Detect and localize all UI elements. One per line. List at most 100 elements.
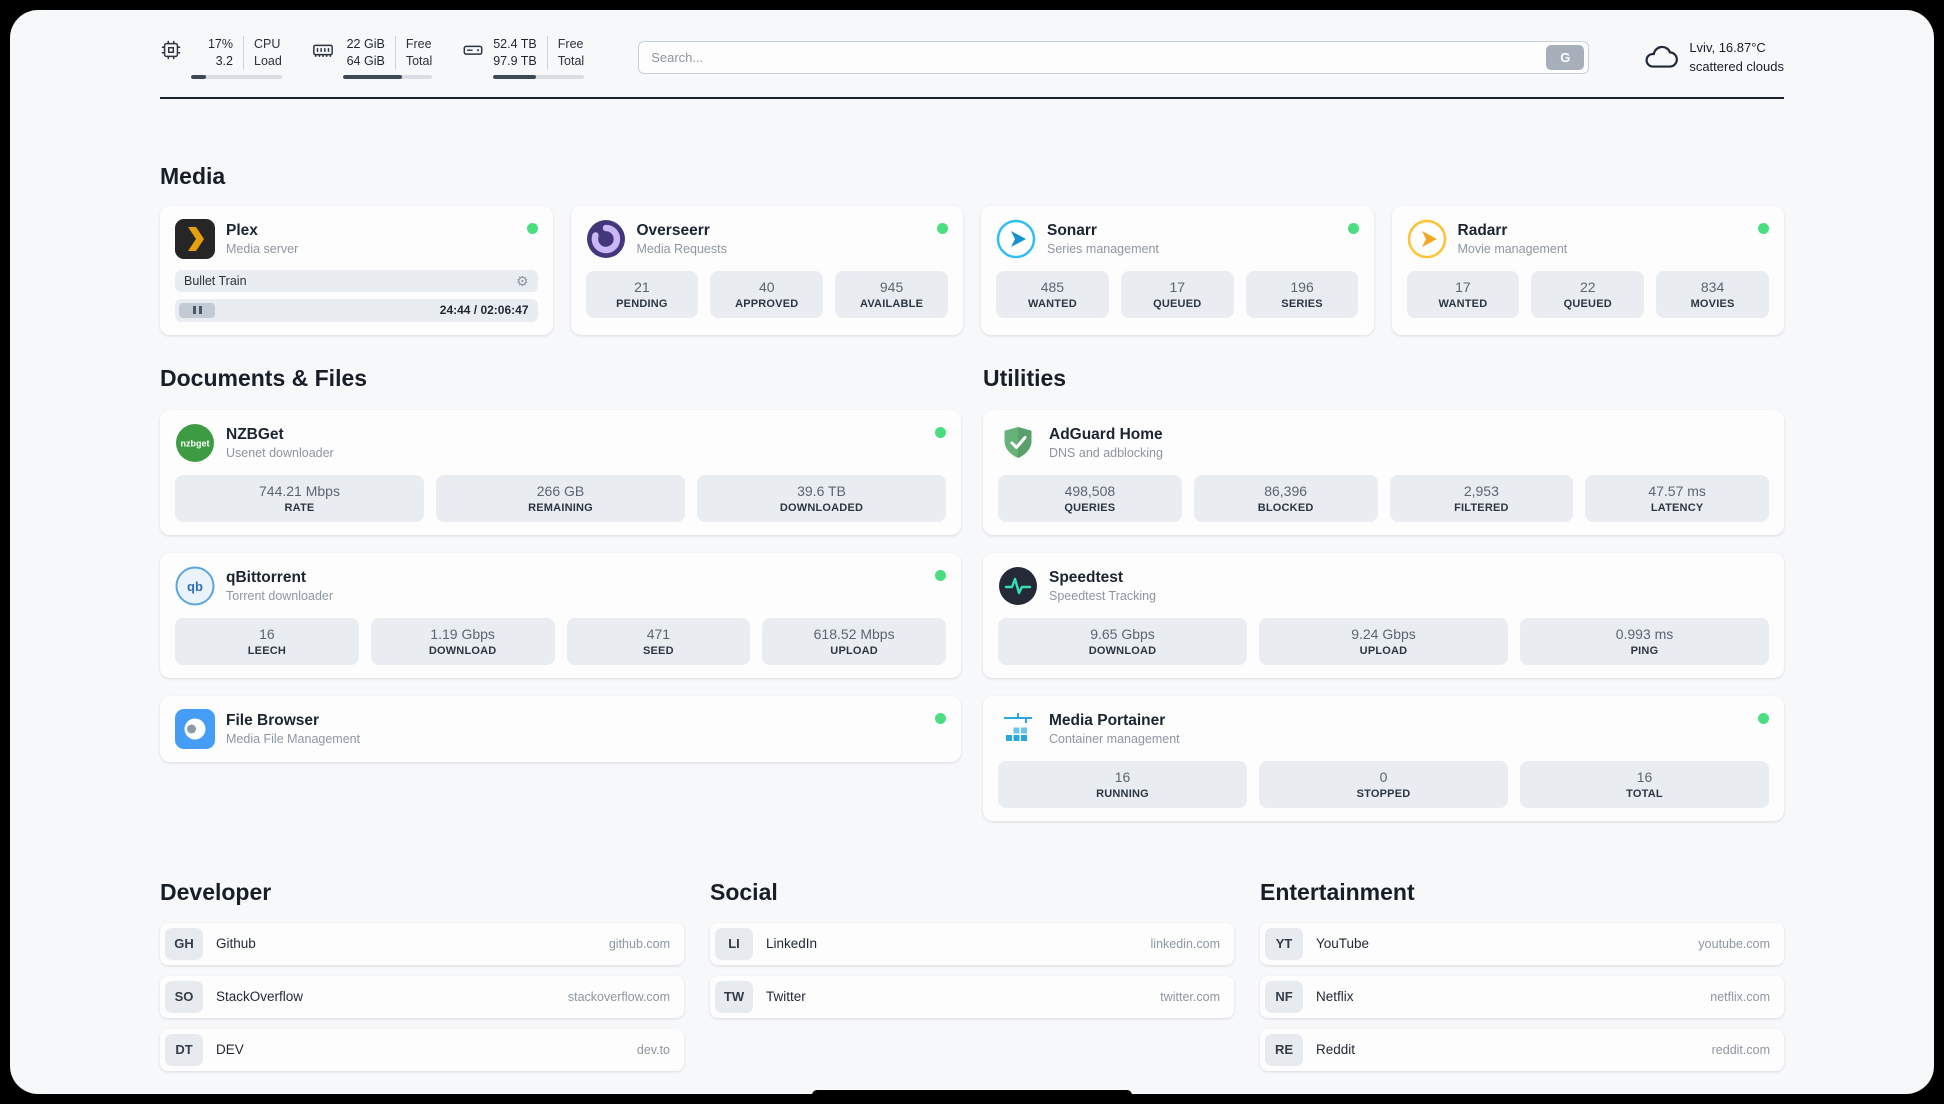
nzbget-icon: nzbget	[175, 423, 215, 463]
bookmark-netflix[interactable]: NF Netflix netflix.com	[1260, 975, 1784, 1018]
bookmark-abbr: DT	[165, 1033, 203, 1066]
bookmark-abbr: LI	[715, 927, 753, 960]
pause-button[interactable]	[179, 302, 215, 318]
service-subtitle: Media server	[226, 241, 299, 256]
bookmark-name: Netflix	[1316, 989, 1354, 1005]
header-divider	[160, 96, 1784, 99]
search-input[interactable]	[639, 49, 1547, 65]
service-card-sonarr[interactable]: Sonarr Series management 485 WANTED 17 QUE…	[981, 205, 1374, 335]
bookmark-stackoverflow[interactable]: SO StackOverflow stackoverflow.com	[160, 975, 684, 1018]
stat-label: TOTAL	[1626, 787, 1663, 800]
weather-location: Lviv, 16.87°C	[1689, 39, 1766, 55]
stat-label: WANTED	[1438, 297, 1488, 310]
stat-label: UPLOAD	[830, 644, 878, 657]
service-card-adguard[interactable]: AdGuard Home DNS and adblocking 498,508 Q…	[983, 409, 1784, 535]
cpu-progress-bar	[191, 74, 282, 79]
stat-value: 834	[1700, 278, 1725, 295]
cloud-icon	[1643, 42, 1679, 72]
weather-widget[interactable]: Lviv, 16.87°C scattered clouds	[1643, 38, 1784, 77]
bookmark-url: stackoverflow.com	[567, 989, 670, 1004]
disk-free-value: 52.4 TB	[493, 37, 537, 51]
stat-value: 47.57 ms	[1648, 482, 1706, 499]
stat-tile: 834 MOVIES	[1656, 270, 1769, 318]
bookmark-youtube[interactable]: YT YouTube youtube.com	[1260, 922, 1784, 965]
section-heading-utilities: Utilities	[983, 364, 1067, 391]
stat-value: 9.24 Gbps	[1351, 625, 1416, 642]
stat-tile: 471 SEED	[566, 617, 751, 665]
stat-tile: 1.19 Gbps DOWNLOAD	[370, 617, 555, 665]
stat-tile: 16 TOTAL	[1520, 760, 1769, 808]
service-subtitle: Series management	[1047, 241, 1159, 256]
stat-label: UPLOAD	[1359, 644, 1408, 657]
stat-label: PING	[1630, 644, 1659, 657]
dashboard-page: 17% 3.2 CPU Load	[10, 10, 1934, 1094]
status-dot	[935, 569, 946, 581]
bookmark-linkedin[interactable]: LI LinkedIn linkedin.com	[710, 922, 1234, 965]
bookmark-reddit[interactable]: RE Reddit reddit.com	[1260, 1028, 1784, 1071]
stat-tile: 485 WANTED	[996, 270, 1109, 318]
cpu-load-value: 3.2	[215, 53, 233, 68]
search-engine-button[interactable]: G	[1546, 44, 1585, 70]
service-name: AdGuard Home	[1049, 425, 1163, 443]
stat-label: STOPPED	[1356, 787, 1411, 800]
service-subtitle: Usenet downloader	[226, 445, 334, 460]
stat-tile: 86,396 BLOCKED	[1193, 474, 1378, 522]
bookmark-url: netflix.com	[1710, 989, 1770, 1004]
stat-tile: 17 QUEUED	[1120, 270, 1234, 318]
bookmark-dev[interactable]: DT DEV dev.to	[160, 1028, 684, 1071]
bookmark-name: Github	[216, 936, 256, 952]
stat-label: APPROVED	[735, 297, 799, 310]
stat-value: 498,508	[1064, 482, 1116, 499]
service-card-portainer[interactable]: Media Portainer Container management 16 R…	[983, 695, 1784, 821]
stat-label: MOVIES	[1690, 297, 1735, 310]
bookmark-group-social: Social LI LinkedIn linkedin.com TW Twitt…	[710, 879, 1234, 1018]
service-card-qbittorrent[interactable]: qb qBittorrent Torrent downloader 16 LEEC…	[160, 552, 961, 678]
service-card-speedtest[interactable]: Speedtest Speedtest Tracking 9.65 Gbps DO…	[983, 552, 1784, 678]
stat-value: 945	[879, 278, 904, 295]
home-indicator	[812, 1090, 1132, 1100]
stat-value: 86,396	[1264, 482, 1308, 499]
stat-label: DOWNLOAD	[1088, 644, 1157, 657]
cpu-percent: 17%	[207, 37, 233, 51]
service-subtitle: Torrent downloader	[226, 588, 334, 603]
stat-value: 40	[758, 278, 775, 295]
bookmark-name: Reddit	[1316, 1042, 1356, 1058]
bookmark-twitter[interactable]: TW Twitter twitter.com	[710, 975, 1234, 1018]
service-card-overseerr[interactable]: Overseerr Media Requests 21 PENDING 40 APP…	[570, 205, 963, 335]
utilities-column: Utilities AdGuard Home DNS and adblockin…	[983, 365, 1784, 821]
sonarr-icon	[996, 219, 1036, 259]
cpu-load-label: Load	[254, 53, 282, 68]
bookmark-github[interactable]: GH Github github.com	[160, 922, 684, 965]
stat-tile: 16 RUNNING	[998, 760, 1247, 808]
service-card-filebrowser[interactable]: File Browser Media File Management	[160, 695, 961, 762]
service-card-plex[interactable]: Plex Media server Bullet Train ⚙ 24:44 /…	[160, 205, 553, 335]
service-card-radarr[interactable]: Radarr Movie management 17 WANTED 22 QUEUE…	[1391, 205, 1784, 335]
bookmark-url: youtube.com	[1698, 936, 1770, 951]
bookmark-url: github.com	[608, 936, 670, 951]
stat-label: AVAILABLE	[860, 297, 924, 310]
service-name: NZBGet	[226, 425, 284, 443]
service-subtitle: DNS and adblocking	[1049, 445, 1163, 460]
service-card-nzbget[interactable]: nzbget NZBGet Usenet downloader 744.21 M…	[160, 409, 961, 535]
stat-tile: 40 APPROVED	[710, 270, 824, 318]
qbittorrent-icon: qb	[175, 566, 215, 606]
bookmark-group-entertainment: Entertainment YT YouTube youtube.com NF …	[1260, 879, 1784, 1071]
stat-tile: 0 STOPPED	[1259, 760, 1508, 808]
service-name: File Browser	[226, 711, 320, 729]
speedtest-icon	[998, 566, 1038, 606]
bookmark-abbr: RE	[1265, 1033, 1303, 1066]
gear-icon[interactable]: ⚙	[515, 272, 529, 289]
stat-tile: 17 WANTED	[1406, 270, 1520, 318]
stat-label: WANTED	[1027, 297, 1077, 310]
bookmark-name: StackOverflow	[216, 989, 304, 1005]
stat-tile: 266 GB REMAINING	[436, 474, 685, 522]
memory-widget: 22 GiB 64 GiB Free Total	[312, 36, 433, 79]
service-name: Speedtest	[1049, 568, 1124, 586]
stat-value: 196	[1290, 278, 1314, 295]
stat-value: 21	[634, 278, 650, 295]
disk-icon	[462, 39, 484, 61]
status-dot	[935, 712, 946, 724]
service-subtitle: Speedtest Tracking	[1049, 588, 1157, 603]
playback-time: 24:44 / 02:06:47	[439, 303, 529, 318]
stat-value: 39.6 TB	[797, 482, 846, 499]
